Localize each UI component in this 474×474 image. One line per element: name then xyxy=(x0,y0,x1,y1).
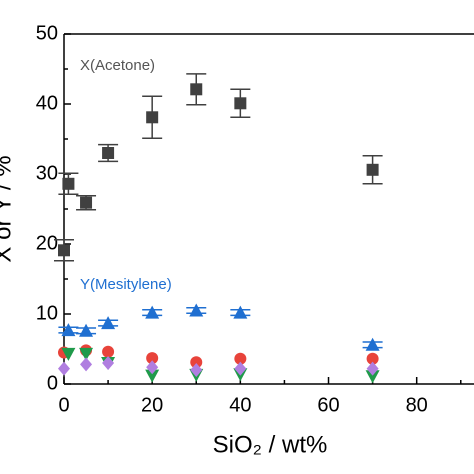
marker xyxy=(61,323,76,337)
x-tick-label: 40 xyxy=(229,394,251,416)
x-axis-label: SiO₂ / wt% xyxy=(213,431,328,458)
marker xyxy=(146,352,159,365)
x-tick-label: 80 xyxy=(406,394,428,416)
x-tick-label: 0 xyxy=(58,394,69,416)
marker xyxy=(61,347,76,361)
y-tick-label: 0 xyxy=(47,372,58,394)
marker xyxy=(79,347,94,361)
marker xyxy=(190,356,203,369)
marker xyxy=(190,83,203,96)
marker xyxy=(365,337,380,351)
y-axis-label: X or Y / % xyxy=(0,155,16,262)
marker xyxy=(145,369,160,383)
marker xyxy=(366,352,379,365)
marker xyxy=(190,363,203,377)
marker xyxy=(102,345,115,358)
marker xyxy=(80,196,93,209)
marker xyxy=(101,316,116,330)
x-tick-label: 60 xyxy=(317,394,339,416)
marker xyxy=(146,111,159,124)
marker xyxy=(366,361,379,376)
marker xyxy=(234,352,247,365)
y-tick-label: 30 xyxy=(36,162,58,184)
marker xyxy=(233,305,248,319)
marker xyxy=(365,370,380,384)
series-annotation: X(Acetone) xyxy=(80,57,155,74)
x-tick-label: 20 xyxy=(141,394,163,416)
marker xyxy=(189,303,204,317)
y-tick-label: 10 xyxy=(36,302,58,324)
y-tick-label: 20 xyxy=(36,232,58,254)
marker xyxy=(58,361,70,376)
series-annotation: Y(Mesitylene) xyxy=(80,276,172,293)
marker xyxy=(79,323,94,337)
marker xyxy=(145,305,160,319)
y-tick-label: 40 xyxy=(36,92,58,114)
marker xyxy=(80,357,93,372)
marker xyxy=(62,177,75,190)
y-tick-label: 50 xyxy=(36,22,58,44)
marker xyxy=(58,244,70,257)
marker xyxy=(234,97,247,110)
marker xyxy=(146,360,159,375)
marker xyxy=(366,163,379,176)
marker xyxy=(102,147,115,159)
marker xyxy=(234,361,247,376)
marker xyxy=(102,356,115,370)
